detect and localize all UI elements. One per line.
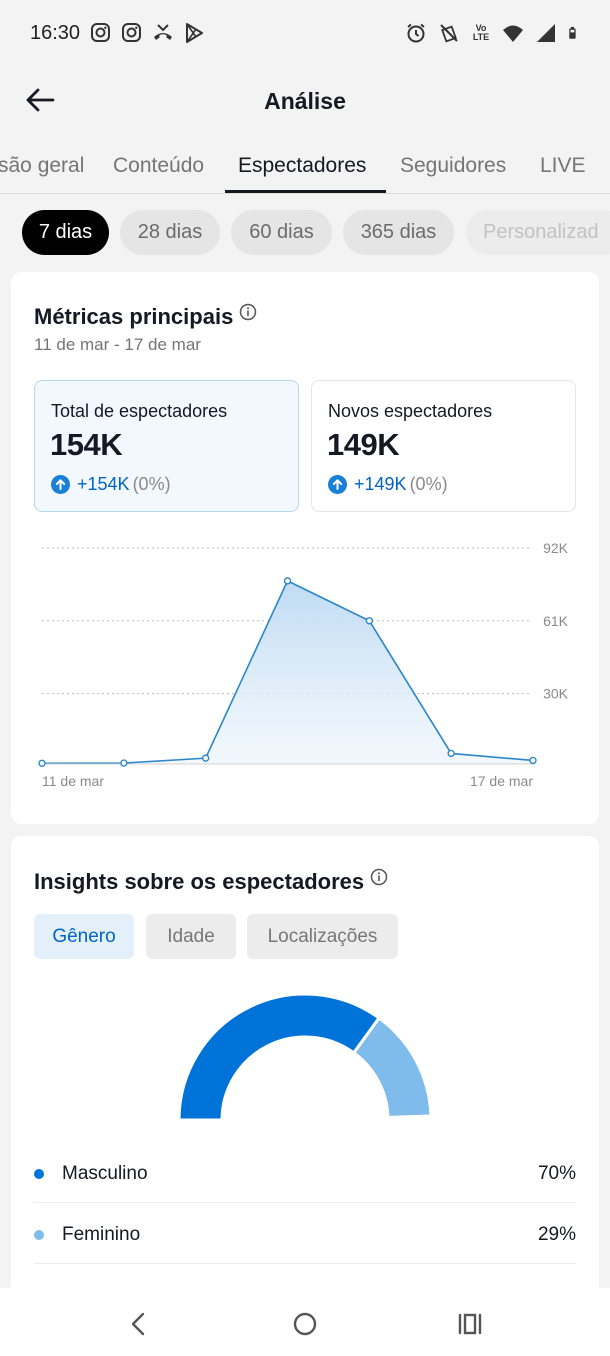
- range-28-days[interactable]: 28 dias: [120, 210, 220, 255]
- legend-label-female: Feminino: [62, 1224, 141, 1245]
- metric-value: 149K: [327, 427, 400, 462]
- gauge-segment-masculino: [177, 992, 382, 1122]
- missed-call-icon: [154, 24, 172, 40]
- metric-change-percent: (0%): [132, 474, 171, 494]
- data-point: [529, 756, 537, 765]
- play-store-icon: [186, 23, 203, 43]
- volte-icon: Vo LTE: [472, 23, 490, 42]
- back-nav-icon[interactable]: [121, 1306, 157, 1342]
- data-point: [38, 759, 46, 767]
- data-point: [201, 754, 210, 762]
- metric-label: Novos espectadores: [328, 401, 493, 421]
- legend-row-male: Masculino 70%: [34, 1142, 576, 1203]
- battery-icon: [569, 26, 576, 39]
- key-metrics-card: Métricas principais 11 de mar - 17 de ma…: [11, 272, 599, 824]
- alarm-icon: [407, 23, 425, 43]
- range-7-days[interactable]: 7 dias: [22, 210, 109, 255]
- signal-icon: [537, 24, 555, 42]
- vibrate-off-icon: [440, 24, 458, 43]
- legend-row-female: Feminino 29%: [34, 1203, 576, 1264]
- segment-locations[interactable]: Localizações: [247, 914, 398, 959]
- app-header: Análise: [0, 68, 610, 134]
- arrow-up-circle-icon: [51, 475, 70, 494]
- tab-followers[interactable]: Seguidores: [400, 154, 507, 177]
- analytics-tabs: são geral Conteúdo Espectadores Seguidor…: [0, 134, 610, 194]
- tab-live[interactable]: LIVE: [540, 154, 586, 177]
- data-point: [120, 759, 128, 767]
- metric-total-viewers[interactable]: Total de espectadores 154K +154K (0%): [34, 380, 299, 512]
- tab-content[interactable]: Conteúdo: [113, 154, 205, 177]
- system-nav-bar: [0, 1288, 610, 1356]
- info-icon[interactable]: [239, 303, 257, 321]
- metric-change-value: +149K: [354, 474, 407, 494]
- date-range-label: 11 de mar - 17 de mar: [34, 335, 201, 354]
- y-tick-label: 61K: [543, 613, 569, 629]
- page-title: Análise: [264, 88, 346, 114]
- area-fill: [42, 580, 533, 764]
- metric-label: Total de espectadores: [51, 401, 228, 421]
- arrow-left-icon[interactable]: [22, 82, 58, 118]
- metric-change-percent: (0%): [409, 474, 448, 494]
- metric-change: +149K (0%): [328, 474, 448, 495]
- home-nav-icon[interactable]: [287, 1306, 323, 1342]
- viewer-insights-card: Insights sobre os espectadores Gênero Id…: [11, 836, 599, 1296]
- metric-change-value: +154K: [77, 474, 130, 494]
- date-range-selector: 7 dias 28 dias 60 dias 365 dias Personal…: [0, 210, 610, 256]
- recents-nav-icon[interactable]: [452, 1306, 488, 1342]
- legend-value-male: 70%: [537, 1163, 576, 1184]
- key-metrics-title: Métricas principais: [34, 303, 257, 330]
- x-tick-label: 11 de mar: [42, 773, 104, 789]
- legend-dot-female: [34, 1230, 44, 1240]
- tab-overview[interactable]: são geral: [0, 154, 85, 177]
- range-365-days[interactable]: 365 dias: [343, 210, 454, 255]
- active-tab-indicator: [225, 190, 386, 193]
- legend-value-female: 29%: [537, 1224, 576, 1245]
- arrow-up-circle-icon: [328, 475, 347, 494]
- status-bar: 16:30 Vo LTE: [0, 0, 610, 68]
- viewer-insights-title: Insights sobre os espectadores: [34, 868, 388, 895]
- legend-label-male: Masculino: [62, 1163, 148, 1184]
- viewers-area-chart: 30K 61K 92K 11 de mar 17 de mar: [38, 540, 569, 789]
- x-tick-label: 17 de mar: [470, 773, 533, 789]
- key-metrics-title-text: Métricas principais: [34, 304, 234, 329]
- range-custom[interactable]: Personalizad: [466, 210, 610, 255]
- metric-value: 154K: [50, 427, 123, 462]
- viewer-insights-title-text: Insights sobre os espectadores: [34, 869, 365, 894]
- legend-dot-male: [34, 1169, 44, 1179]
- instagram-icon: [122, 23, 141, 42]
- segment-gender[interactable]: Gênero: [34, 914, 134, 959]
- y-tick-label: 30K: [543, 686, 569, 702]
- status-time: 16:30: [30, 22, 81, 44]
- y-tick-label: 92K: [543, 540, 569, 556]
- info-icon[interactable]: [370, 868, 388, 886]
- tab-viewers[interactable]: Espectadores: [238, 154, 367, 177]
- metric-change: +154K (0%): [51, 474, 171, 495]
- instagram-icon: [91, 23, 110, 42]
- data-point: [365, 617, 374, 625]
- gauge-segment-feminino: [351, 1015, 433, 1119]
- data-point: [283, 577, 292, 585]
- segment-age[interactable]: Idade: [146, 914, 236, 959]
- gender-gauge-chart: [177, 992, 433, 1122]
- metric-new-viewers[interactable]: Novos espectadores 149K +149K (0%): [311, 380, 576, 512]
- wifi-icon: [503, 25, 523, 42]
- range-60-days[interactable]: 60 dias: [231, 210, 332, 255]
- data-point: [447, 749, 455, 758]
